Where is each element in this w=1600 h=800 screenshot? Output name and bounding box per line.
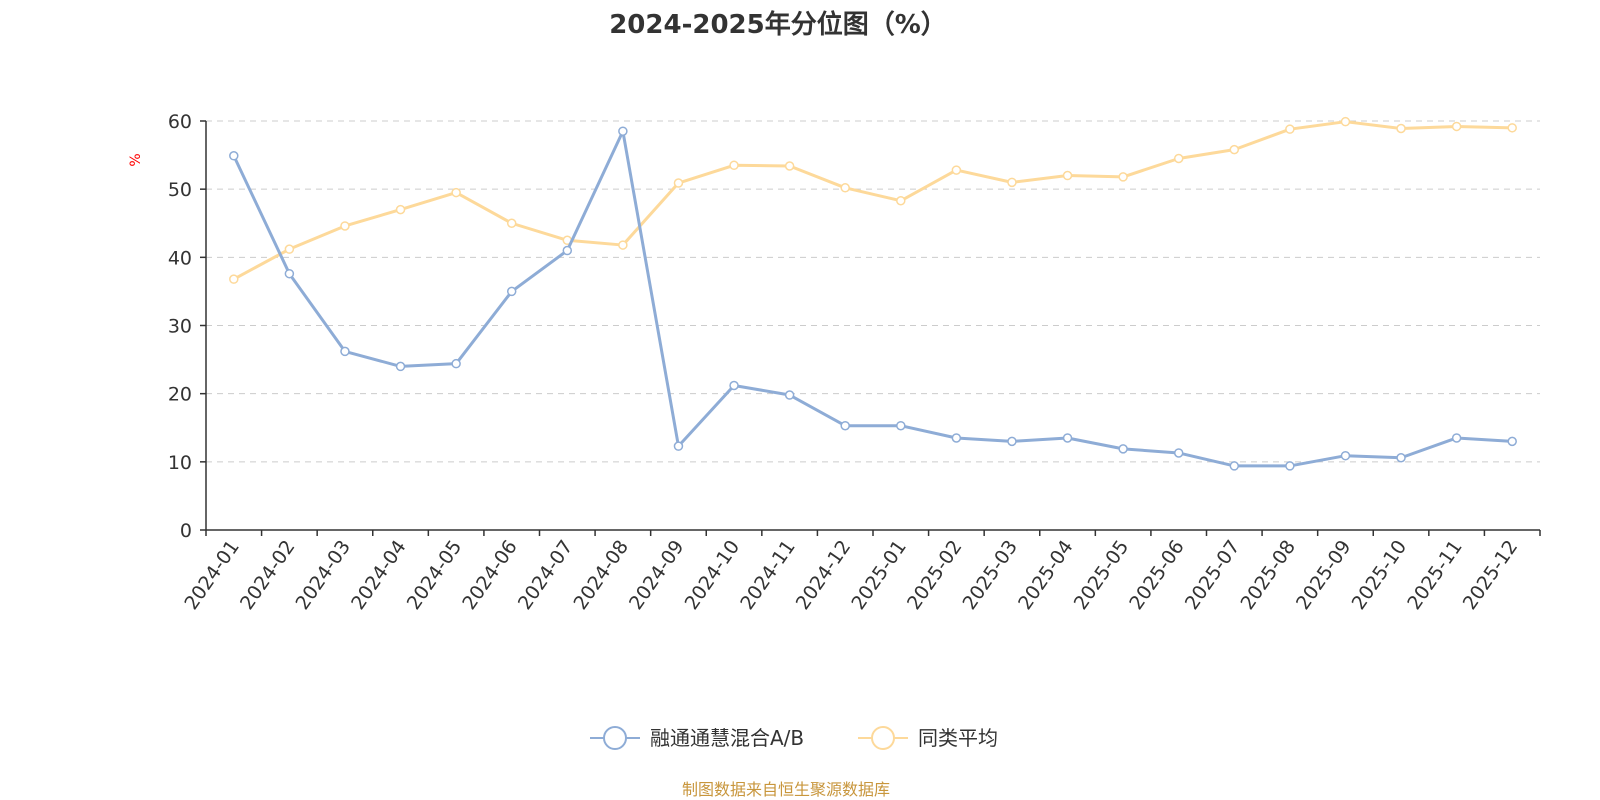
x-tick-label: 2025-02 xyxy=(903,536,967,614)
data-point[interactable] xyxy=(340,346,350,357)
data-point[interactable] xyxy=(284,268,295,279)
data-point[interactable] xyxy=(1340,116,1351,127)
x-tick-label: 2024-03 xyxy=(291,536,355,614)
data-point[interactable] xyxy=(840,420,850,431)
x-tick-label: 2024-06 xyxy=(458,536,522,614)
x-tick-label: 2025-05 xyxy=(1070,536,1134,614)
y-tick-label: 60 xyxy=(168,111,192,133)
x-tick-label: 2024-07 xyxy=(514,536,578,614)
data-point[interactable] xyxy=(395,204,406,215)
source-note: 制图数据来自恒生聚源数据库 xyxy=(682,780,890,799)
data-point[interactable] xyxy=(1507,123,1517,133)
data-point[interactable] xyxy=(395,361,406,372)
data-point[interactable] xyxy=(618,126,628,136)
data-point[interactable] xyxy=(729,160,739,171)
data-point[interactable] xyxy=(729,380,739,391)
legend-item-0[interactable]: 融通通慧混合A/B xyxy=(590,726,804,750)
data-point[interactable] xyxy=(673,441,684,451)
data-point[interactable] xyxy=(784,161,795,171)
data-point[interactable] xyxy=(1173,448,1184,458)
x-tick-label: 2024-11 xyxy=(736,536,800,614)
series-line xyxy=(232,129,1513,468)
y-tick-label: 20 xyxy=(168,384,192,406)
data-point[interactable] xyxy=(451,358,461,369)
data-point[interactable] xyxy=(1285,124,1295,134)
data-point[interactable] xyxy=(229,274,239,284)
data-point[interactable] xyxy=(562,245,573,256)
x-tick-label: 2025-12 xyxy=(1459,536,1523,614)
x-tick-label: 2024-12 xyxy=(792,536,856,614)
data-point[interactable] xyxy=(951,165,962,175)
y-axis-label: % xyxy=(128,153,144,166)
data-point[interactable] xyxy=(951,433,962,443)
data-point[interactable] xyxy=(1285,461,1295,471)
series-0 xyxy=(229,126,1517,471)
x-tick-label: 2025-01 xyxy=(847,536,911,614)
series-1 xyxy=(229,116,1517,284)
data-point[interactable] xyxy=(1340,450,1351,461)
data-point[interactable] xyxy=(896,420,906,431)
data-point[interactable] xyxy=(896,196,906,206)
data-point[interactable] xyxy=(1229,461,1240,471)
data-point[interactable] xyxy=(1229,144,1240,155)
series-lines xyxy=(229,116,1517,471)
y-tick-label: 10 xyxy=(168,452,192,474)
legend-label: 融通通慧混合A/B xyxy=(650,726,804,750)
data-point[interactable] xyxy=(506,218,517,228)
y-tick-label: 50 xyxy=(168,179,192,201)
data-point[interactable] xyxy=(1007,177,1017,188)
data-point[interactable] xyxy=(1007,436,1017,447)
x-tick-label: 2024-04 xyxy=(347,536,411,614)
legend-marker xyxy=(871,726,895,750)
legend-marker xyxy=(603,726,627,750)
legend-item-1[interactable]: 同类平均 xyxy=(858,726,998,750)
chart-title: 2024-2025年分位图（%） xyxy=(609,9,947,40)
x-tick-label: 2025-03 xyxy=(958,536,1022,614)
data-point[interactable] xyxy=(1507,436,1517,447)
data-point[interactable] xyxy=(340,221,350,231)
data-point[interactable] xyxy=(840,183,850,193)
x-tick-label: 2024-09 xyxy=(625,536,689,614)
data-point[interactable] xyxy=(618,240,628,250)
x-tick-label: 2025-06 xyxy=(1125,536,1189,614)
data-point[interactable] xyxy=(673,178,684,188)
x-tick-label: 2024-05 xyxy=(403,536,467,614)
x-tick-label: 2025-08 xyxy=(1236,536,1300,614)
series-line xyxy=(233,120,1513,281)
x-tick-label: 2025-11 xyxy=(1403,536,1467,614)
data-point[interactable] xyxy=(451,187,461,198)
data-point[interactable] xyxy=(784,390,795,400)
x-tick-label: 2025-04 xyxy=(1014,536,1078,614)
x-tick-label: 2024-10 xyxy=(681,536,745,614)
data-point[interactable] xyxy=(1451,433,1462,443)
y-tick-label: 30 xyxy=(168,316,192,338)
x-tick-label: 2025-09 xyxy=(1292,536,1356,614)
data-point[interactable] xyxy=(1173,153,1184,164)
data-point[interactable] xyxy=(1396,452,1406,463)
y-tick-label: 40 xyxy=(168,247,192,269)
data-point[interactable] xyxy=(284,244,295,254)
grid-lines xyxy=(206,120,1540,463)
x-tick-label: 2024-08 xyxy=(569,536,633,614)
data-point[interactable] xyxy=(1396,123,1406,134)
x-tick-label: 2024-01 xyxy=(180,536,244,614)
axes: 01020304050602024-012024-022024-032024-0… xyxy=(168,111,1541,614)
x-tick-label: 2025-10 xyxy=(1348,536,1412,614)
y-tick-label: 0 xyxy=(180,520,192,542)
data-point[interactable] xyxy=(1451,121,1462,132)
data-point[interactable] xyxy=(1118,172,1128,182)
data-point[interactable] xyxy=(1062,170,1073,181)
x-tick-label: 2025-07 xyxy=(1181,536,1245,614)
data-point[interactable] xyxy=(229,151,239,161)
data-point[interactable] xyxy=(1062,433,1073,443)
data-point[interactable] xyxy=(1118,444,1128,454)
legend[interactable]: 融通通慧混合A/B 同类平均 xyxy=(590,726,998,750)
data-point[interactable] xyxy=(506,286,517,297)
legend-label: 同类平均 xyxy=(918,726,998,750)
x-tick-label: 2024-02 xyxy=(236,536,300,614)
